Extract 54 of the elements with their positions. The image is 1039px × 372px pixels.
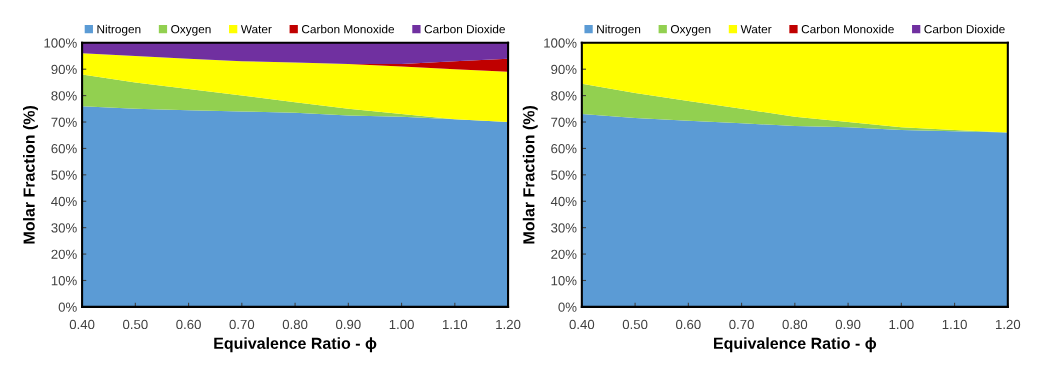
legend-label: Carbon Monoxide — [801, 24, 894, 34]
legend-label: Carbon Dioxide — [924, 24, 1005, 34]
x-tick-label: 1.00 — [889, 319, 914, 330]
legend-label: Carbon Dioxide — [424, 24, 505, 34]
y-tick-label: 20% — [51, 249, 77, 259]
y-tick-label: 20% — [551, 249, 577, 259]
x-tick-label: 0.70 — [729, 319, 754, 330]
x-tick-label: 0.70 — [229, 319, 255, 330]
legend-label: Water — [240, 25, 272, 34]
y-tick-label: 40% — [51, 196, 77, 207]
y-tick-label: 90% — [551, 64, 577, 75]
x-tick-label: 0.40 — [569, 319, 595, 330]
x-axis-title: Equivalence Ratio - ϕ — [714, 337, 877, 353]
y-tick-label: 70% — [551, 117, 577, 127]
y-tick-label: 0% — [58, 302, 77, 312]
legend-label: Oxygen — [171, 25, 211, 36]
legend-label: Water — [740, 25, 772, 34]
y-tick-label: 90% — [51, 64, 77, 75]
y-axis-title: Molar Fraction (%) — [522, 105, 538, 244]
legend-label: Nitrogen — [597, 24, 641, 36]
y-tick-label: 100% — [44, 38, 77, 48]
x-tick-label: 0.80 — [782, 319, 808, 330]
x-tick-label: 1.10 — [442, 319, 468, 330]
x-tick-label: 1.20 — [496, 319, 521, 330]
y-tick-label: 40% — [550, 196, 577, 207]
y-tick-label: 70% — [51, 117, 77, 127]
x-tick-label: 0.50 — [123, 319, 148, 330]
x-axis-title: Equivalence Ratio - ϕ — [214, 337, 377, 353]
x-tick-label: 0.50 — [622, 319, 648, 330]
y-axis-title: Molar Fraction (%) — [23, 105, 38, 244]
y-tick-label: 0% — [558, 302, 577, 312]
x-tick-label: 1.10 — [942, 319, 967, 330]
y-tick-label: 100% — [544, 38, 577, 48]
y-tick-label: 30% — [551, 223, 577, 233]
y-tick-label: 50% — [51, 170, 77, 180]
y-tick-label: 60% — [551, 144, 577, 154]
x-tick-label: 1.00 — [389, 319, 414, 330]
y-tick-label: 80% — [551, 91, 577, 101]
x-tick-label: 0.60 — [176, 319, 201, 330]
y-tick-label: 30% — [51, 223, 77, 233]
y-tick-label: 50% — [551, 170, 577, 180]
x-tick-label: 1.20 — [996, 319, 1021, 330]
x-tick-label: 0.80 — [282, 319, 308, 330]
y-tick-label: 80% — [51, 91, 77, 101]
x-tick-label: 0.40 — [69, 319, 95, 330]
x-tick-label: 0.60 — [676, 319, 701, 330]
legend-label: Nitrogen — [97, 24, 141, 36]
y-tick-label: 60% — [51, 144, 77, 154]
y-tick-label: 10% — [51, 276, 77, 286]
legend-label: Oxygen — [670, 25, 711, 36]
legend-label: Carbon Monoxide — [301, 24, 395, 34]
x-tick-label: 0.90 — [336, 319, 361, 330]
x-tick-label: 0.90 — [835, 319, 861, 330]
y-tick-label: 10% — [551, 276, 577, 286]
